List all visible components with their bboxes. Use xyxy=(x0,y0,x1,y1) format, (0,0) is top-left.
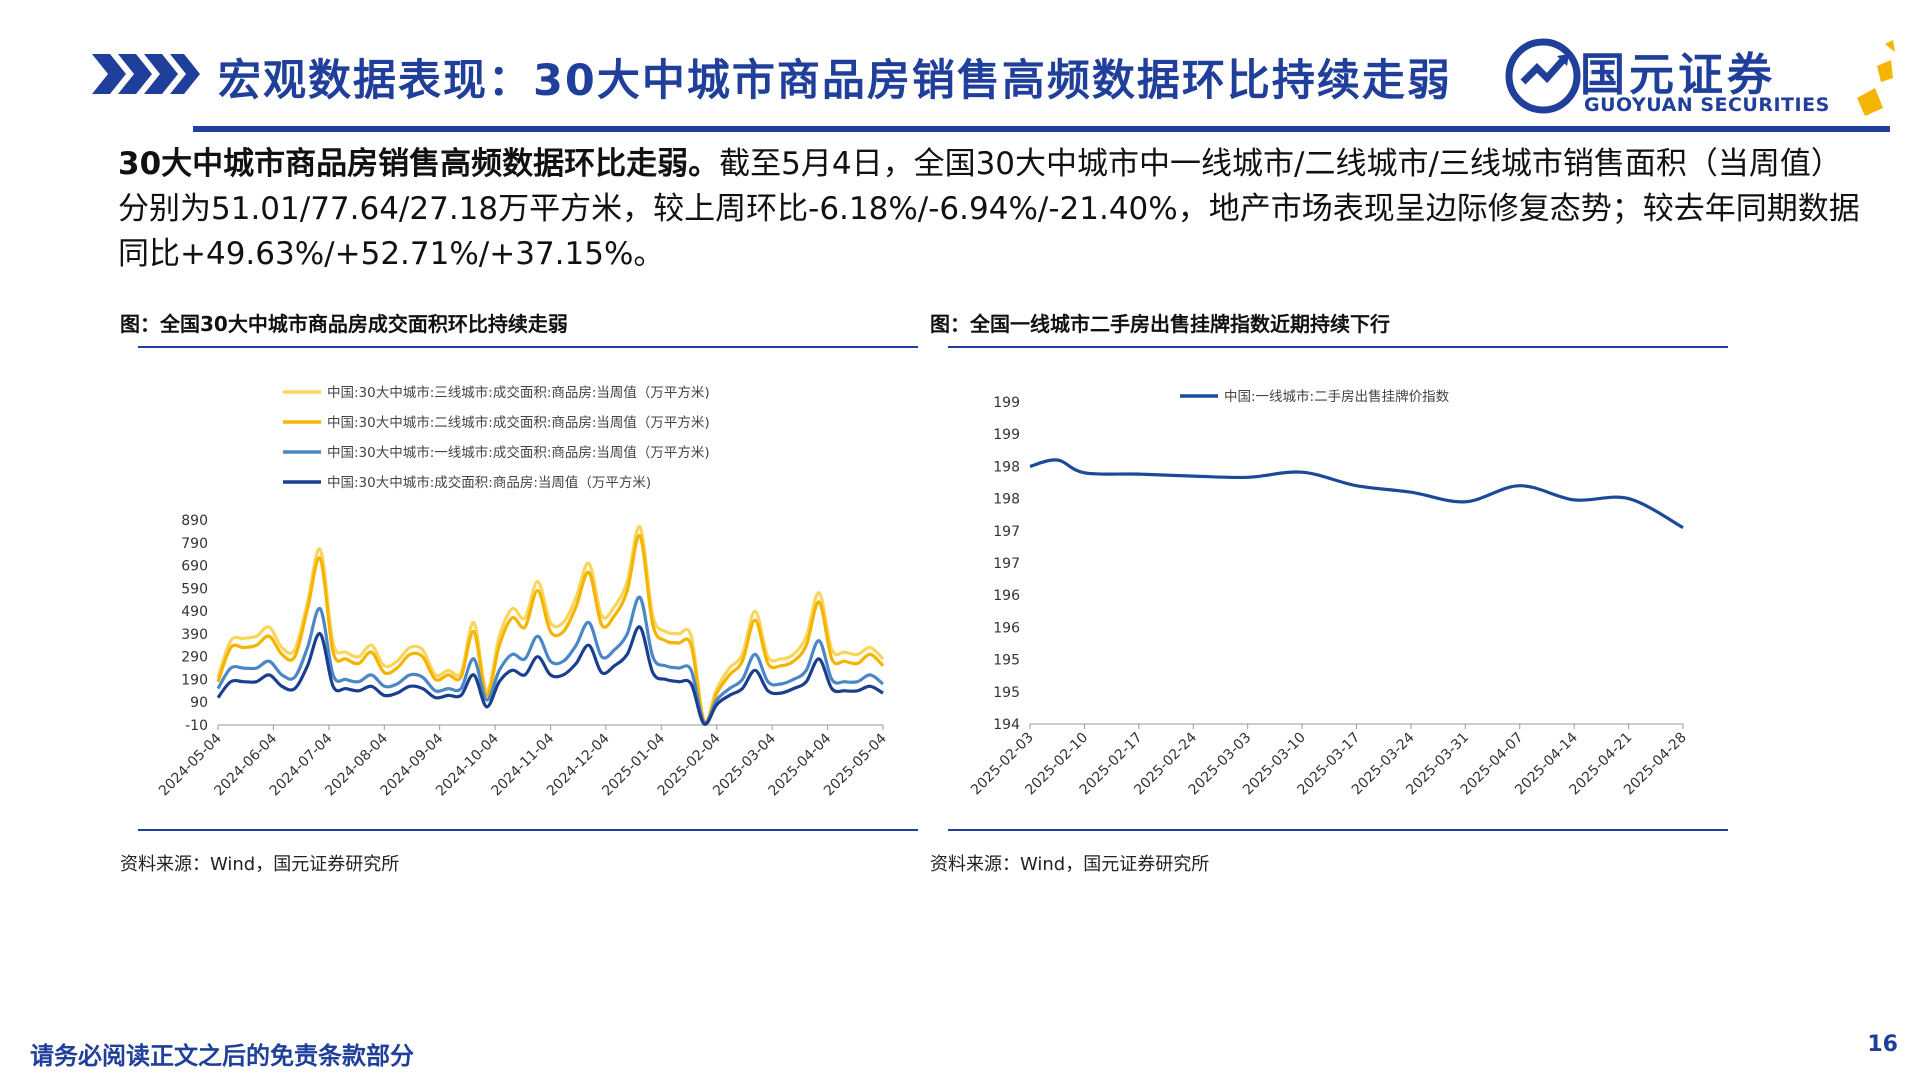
left-figure-bottom-rule xyxy=(138,829,918,831)
summary-body: 截至5月4日，全国30大中城市中一线城市/二线城市/三线城市销售面积（当周值）分… xyxy=(118,146,1860,272)
left-figure-top-rule xyxy=(138,346,918,348)
y-tick-label: 490 xyxy=(181,604,208,620)
y-tick-label: 790 xyxy=(181,536,208,552)
logo-en-text: GUOYUAN SECURITIES xyxy=(1584,94,1830,116)
y-tick-label: 190 xyxy=(181,672,208,688)
series-line xyxy=(216,595,885,725)
header-arrows-icon xyxy=(92,54,200,94)
y-tick-label: 198 xyxy=(993,459,1020,475)
y-tick-label: 198 xyxy=(993,492,1020,508)
right-figure-caption: 图：全国一线城市二手房出售挂牌指数近期持续下行 xyxy=(930,312,1390,336)
summary-paragraph: 30大中城市商品房销售高频数据环比走弱。截至5月4日，全国30大中城市中一线城市… xyxy=(118,142,1870,277)
summary-lead: 30大中城市商品房销售高频数据环比走弱。 xyxy=(118,146,720,182)
series-line xyxy=(1029,458,1684,530)
right-figure-bottom-rule xyxy=(948,829,1728,831)
y-tick-label: 196 xyxy=(993,588,1020,604)
y-tick-label: 195 xyxy=(993,653,1020,669)
y-tick-label: 199 xyxy=(993,395,1020,411)
right-figure-source: 资料来源：Wind，国元证券研究所 xyxy=(930,854,1210,875)
y-tick-label: 90 xyxy=(190,695,208,711)
left-figure-caption: 图：全国30大中城市商品房成交面积环比持续走弱 xyxy=(120,312,568,336)
header-rule xyxy=(193,126,1890,132)
footer-disclaimer: 请务必阅读正文之后的免责条款部分 xyxy=(30,1042,414,1070)
legend-label: 中国:30大中城市:三线城市:成交面积:商品房:当周值（万平方米) xyxy=(327,384,710,401)
y-tick-label: 197 xyxy=(993,524,1020,540)
legend-label: 中国:一线城市:二手房出售挂牌价指数 xyxy=(1224,388,1450,405)
page-number: 16 xyxy=(1867,1032,1898,1057)
y-tick-label: 197 xyxy=(993,556,1020,572)
y-tick-label: 390 xyxy=(181,627,208,643)
y-tick-label: 290 xyxy=(181,650,208,666)
legend-label: 中国:30大中城市:二线城市:成交面积:商品房:当周值（万平方米) xyxy=(327,414,710,431)
y-tick-label: 195 xyxy=(993,685,1020,701)
logo-cn-text: 国元证券 xyxy=(1580,48,1777,101)
right-figure-top-rule xyxy=(948,346,1728,348)
y-tick-label: -10 xyxy=(185,718,208,734)
series-line xyxy=(216,534,885,725)
legend-label: 中国:30大中城市:成交面积:商品房:当周值（万平方米) xyxy=(327,474,651,491)
legend-label: 中国:30大中城市:一线城市:成交面积:商品房:当周值（万平方米) xyxy=(327,444,710,461)
page-title: 宏观数据表现：30大中城市商品房销售高频数据环比持续走弱 xyxy=(218,56,1452,106)
series-line xyxy=(216,625,884,726)
company-logo xyxy=(1505,38,1895,116)
right-line-chart: 1991991981981971971961961951951942025-02… xyxy=(968,388,1690,798)
y-tick-label: 690 xyxy=(181,559,208,575)
y-tick-label: 890 xyxy=(181,513,208,529)
left-figure-source: 资料来源：Wind，国元证券研究所 xyxy=(120,854,400,875)
y-tick-label: 590 xyxy=(181,581,208,597)
y-tick-label: 194 xyxy=(993,717,1020,733)
y-tick-label: 196 xyxy=(993,620,1020,636)
left-line-chart: 89079069059049039029019090-102024-05-042… xyxy=(156,384,890,799)
y-tick-label: 199 xyxy=(993,427,1020,443)
